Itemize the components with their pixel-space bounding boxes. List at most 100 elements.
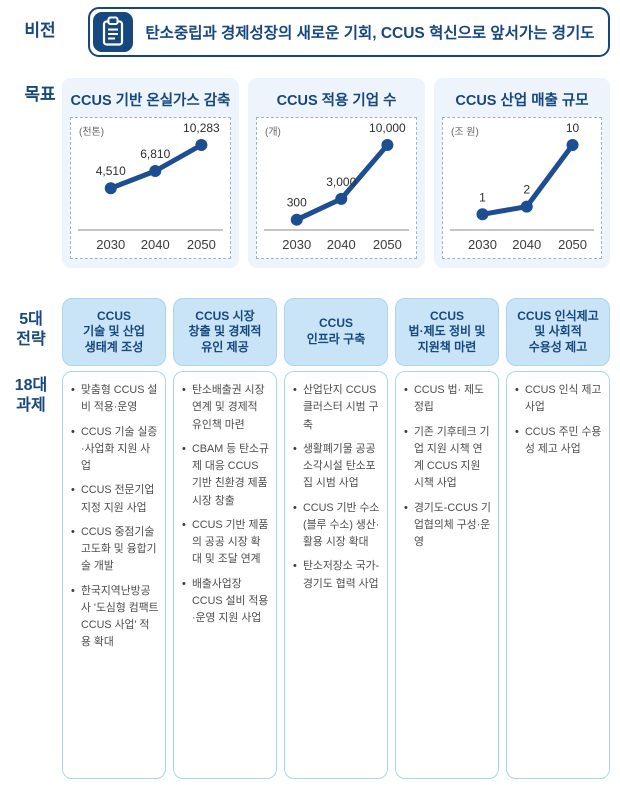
task-item: • 생활폐기물 공공소각시설 탄소포집 시범 사업 [293,441,381,493]
task-text: CCUS 기술 실증·사업화 지원 사업 [81,425,158,473]
strategy-columns: CCUS 기술 및 산업 생태계 조성 • 맞춤형 CCUS 설비 적용·운영 • CC… [62,298,610,779]
strategy-labels: 5대 전략 18대 과제 [0,298,62,784]
task-item: • 한국지역난방공사 '도심형 컴팩트 CCUS 사업' 적용 확대 [71,583,159,652]
strategy-task-list: • 탄소배출권 시장 연계 및 경제적 유인책 마련 • CBAM 등 탄소규제 대응… [173,371,277,779]
goal-chart-svg: (개) 300 2030 3,000 2040 10,000 2050 [264,121,409,252]
task-text: CCUS 기반 제품의 공공 시장 확대 및 조달 연계 [192,518,269,566]
task-text: 경기도-CCUS 기업협의체 구성·운영 [414,501,491,549]
bullet-icon: • [515,425,519,438]
strategy-column: CCUS 기술 및 산업 생태계 조성 • 맞춤형 CCUS 설비 적용·운영 • CC… [62,298,166,779]
goal-cards: CCUS 기반 온실가스 감축 (천톤) 4,510 2030 6,810 2040 10,… [62,78,610,268]
task-text: 맞춤형 CCUS 설비 적용·운영 [81,384,158,414]
task-item: • CCUS 주민 수용성 제고 사업 [515,424,603,459]
task-text: CCUS 주민 수용성 제고 사업 [525,425,602,455]
chart-x-tick-label: 2040 [512,237,541,252]
chart-x-tick-label: 2030 [468,237,497,252]
task-item: • 탄소배출권 시장 연계 및 경제적 유인책 마련 [182,382,270,434]
chart-value-label: 10 [566,121,580,135]
chart-value-label: 3,000 [326,175,356,189]
task-text: 한국지역난방공사 '도심형 컴팩트 CCUS 사업' 적용 확대 [81,584,159,649]
task-item: • CCUS 법· 제도 정립 [404,382,492,417]
chart-data-point [381,139,394,151]
bullet-icon: • [71,584,75,597]
bullet-icon: • [182,442,186,455]
task-text: CCUS 인식 제고 사업 [525,384,602,414]
chart-data-point [195,139,208,151]
task-item: • 탄소저장소 국가-경기도 협력 사업 [293,558,381,593]
chart-data-point [566,139,579,151]
vision-label: 비전 [24,21,56,40]
goals-label: 목표 [24,85,56,104]
task-item: • CCUS 인식 제고 사업 [515,382,603,417]
task-item: • 맞춤형 CCUS 설비 적용·운영 [71,382,159,417]
chart-value-label: 6,810 [140,147,170,161]
bullet-icon: • [71,384,75,396]
task-text: CCUS 중점기술 고도화 및 융합기술 개발 [81,525,157,573]
goal-chart-title: CCUS 산업 매출 규모 [455,93,589,109]
chart-value-label: 10,283 [183,121,220,135]
chart-x-tick-label: 2030 [96,237,125,252]
chart-data-point [290,213,303,226]
strategy-task-list: • CCUS 법· 제도 정립 • 기존 기후테크 기업 지원 시책 연계 CCUS … [395,371,499,779]
goal-card: CCUS 산업 매출 규모 (조 원) 1 2030 2 2040 10 2050 [434,78,610,268]
task-text: 탄소배출권 시장 연계 및 경제적 유인책 마련 [192,384,265,431]
strategy-task-list: • CCUS 인식 제고 사업 • CCUS 주민 수용성 제고 사업 [506,371,610,779]
goal-chart-svg: (조 원) 1 2030 2 2040 10 2050 [450,121,594,252]
bullet-icon: • [182,518,186,531]
bullet-icon: • [71,484,75,497]
chart-x-tick-label: 2040 [327,237,356,252]
task-item: • 기존 기후테크 기업 지원 시책 연계 CCUS 지원 시책 사업 [404,424,492,493]
chart-x-tick-label: 2050 [187,237,216,252]
bullet-icon: • [293,501,297,514]
task-text: CBAM 등 탄소규제 대응 CCUS 기반 친환경 제품 시장 창출 [192,442,269,507]
chart-value-label: 1 [479,190,486,204]
chart-value-label: 2 [523,183,530,197]
strategy-header: CCUS 법·제도 정비 및 지원책 마련 [395,298,499,366]
eighteen-tasks-label: 18대 과제 [14,377,48,414]
bullet-icon: • [293,384,297,396]
chart-x-tick-label: 2050 [373,237,402,252]
bullet-icon: • [182,577,186,590]
bullet-icon: • [293,560,297,573]
chart-value-label: 10,000 [369,121,406,135]
task-text: 탄소저장소 국가-경기도 협력 사업 [303,560,380,590]
task-text: 산업단지 CCUS 클러스터 시범 구축 [303,384,379,431]
task-text: 배출사업장 CCUS 설비 적용·운영 지원 사업 [192,577,269,625]
task-item: • CCUS 기반 제품의 공공 시장 확대 및 조달 연계 [182,517,270,569]
goal-card: CCUS 적용 기업 수 (개) 300 2030 3,000 2040 10,000 205… [248,78,425,268]
bullet-icon: • [515,384,519,396]
task-text: CCUS 기반 수소(블루 수소) 생산·활용 시장 확대 [303,501,380,549]
bullet-icon: • [71,525,75,538]
bullet-icon: • [182,384,186,396]
task-item: • CCUS 기술 실증·사업화 지원 사업 [71,424,159,476]
goal-chart-title: CCUS 기반 온실가스 감축 [70,93,231,109]
bullet-icon: • [404,384,408,396]
chart-x-tick-label: 2030 [282,237,311,252]
bullet-icon: • [404,501,408,514]
chart-x-tick-label: 2050 [558,237,587,252]
task-item: • CCUS 중점기술 고도화 및 융합기술 개발 [71,524,159,576]
strategy-header: CCUS 인식제고 및 사회적 수용성 제고 [506,298,610,366]
chart-data-point [476,208,489,221]
strategy-header: CCUS 시장 창출 및 경제적 유인 제공 [173,298,277,366]
task-text: 생활폐기물 공공소각시설 탄소포집 시범 사업 [303,442,376,490]
chart-value-label: 300 [287,196,307,210]
task-item: • CCUS 기반 수소(블루 수소) 생산·활용 시장 확대 [293,500,381,552]
chart-data-point [149,165,162,178]
task-item: • 배출사업장 CCUS 설비 적용·운영 지원 사업 [182,576,270,628]
chart-value-label: 4,510 [96,164,126,178]
chart-data-point [104,182,117,195]
strategy-column: CCUS 법·제도 정비 및 지원책 마련 • CCUS 법· 제도 정립 • 기존 기… [395,298,499,779]
chart-data-point [335,192,348,205]
goal-chart-title: CCUS 적용 기업 수 [276,93,397,109]
vision-text: 탄소중립과 경제성장의 새로운 기회, CCUS 혁신으로 앞서가는 경기도 [145,25,595,42]
strategy-column: CCUS 인식제고 및 사회적 수용성 제고 • CCUS 인식 제고 사업 • CCU… [506,298,610,779]
clipboard-icon [93,12,133,52]
goal-chart-plot: (천톤) 4,510 2030 6,810 2040 10,283 2050 [70,117,231,259]
goal-chart-svg: (천톤) 4,510 2030 6,810 2040 10,283 2050 [78,121,223,252]
strategy-header: CCUS 기술 및 산업 생태계 조성 [62,298,166,366]
strategy-header: CCUS 인프라 구축 [284,298,388,366]
vision-banner: 탄소중립과 경제성장의 새로운 기회, CCUS 혁신으로 앞서가는 경기도 [88,7,610,57]
goal-chart-plot: (개) 300 2030 3,000 2040 10,000 2050 [256,117,417,259]
